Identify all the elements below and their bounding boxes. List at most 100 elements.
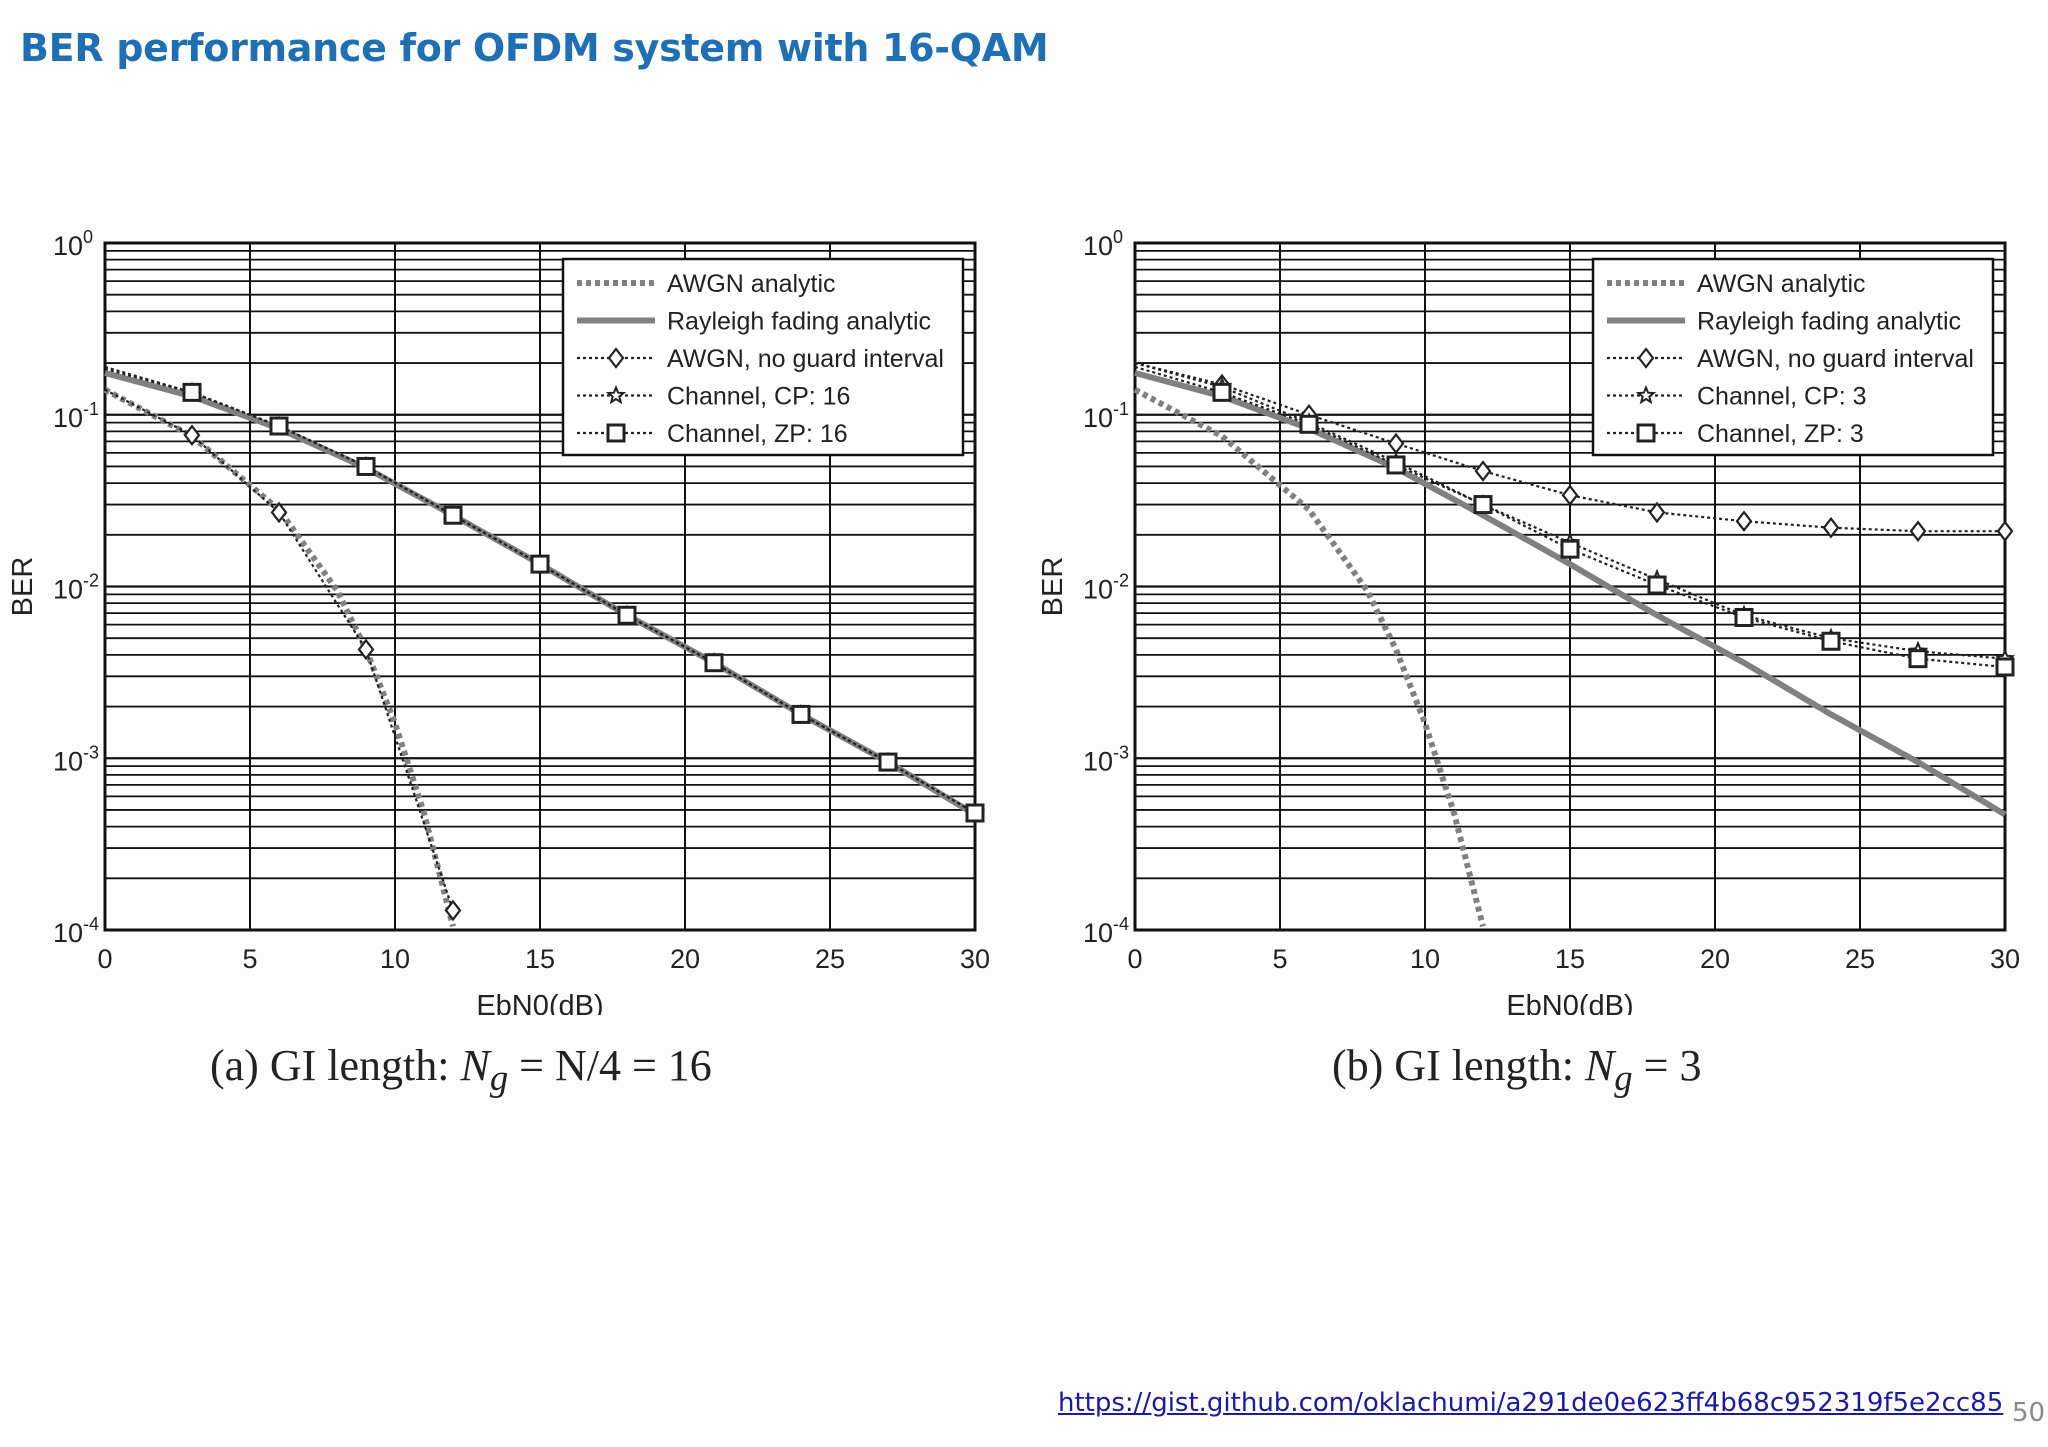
legend-label: Rayleigh fading analytic bbox=[1697, 308, 1961, 336]
series-5-point bbox=[269, 416, 289, 436]
y-tick-label: 10-3 bbox=[53, 742, 99, 776]
series-5-point bbox=[1473, 495, 1493, 515]
y-tick-exponent: 0 bbox=[1113, 227, 1123, 247]
y-tick-label: 10-1 bbox=[1083, 399, 1129, 433]
legend-marker bbox=[1636, 423, 1656, 443]
legend-marker bbox=[1635, 384, 1657, 405]
series-5-point bbox=[617, 605, 637, 625]
series-3-point bbox=[1909, 520, 1927, 542]
series-5-point bbox=[356, 456, 376, 476]
caption-b-subscript: g bbox=[1614, 1056, 1633, 1098]
legend-label: AWGN, no guard interval bbox=[667, 345, 944, 373]
y-tick-label: 10-2 bbox=[1083, 571, 1129, 605]
series-3-point bbox=[183, 424, 201, 447]
legend: AWGN analytic Rayleigh fading analytic AWG… bbox=[561, 257, 965, 457]
y-tick-exponent: -1 bbox=[1113, 399, 1129, 419]
y-axis-label: BER bbox=[7, 557, 39, 617]
legend-marker bbox=[606, 423, 626, 443]
caption-a-variable: N bbox=[460, 1041, 490, 1090]
series-3-point bbox=[1474, 460, 1492, 482]
y-tick-base: 10 bbox=[53, 575, 83, 605]
series-5-point bbox=[1560, 539, 1580, 559]
series-5-point bbox=[443, 505, 463, 525]
y-tick-exponent: -3 bbox=[83, 742, 99, 762]
x-axis-label: EbN0(dB) bbox=[1506, 990, 1633, 1015]
series-5-point bbox=[965, 803, 985, 823]
series-5-point bbox=[182, 382, 202, 402]
y-tick-base: 10 bbox=[1083, 231, 1113, 261]
y-tick-exponent: -2 bbox=[83, 571, 99, 591]
series-3-line bbox=[104, 388, 455, 911]
x-tick-label: 30 bbox=[960, 944, 990, 974]
x-tick-label: 0 bbox=[97, 944, 112, 974]
series-3-point bbox=[1996, 520, 2014, 542]
series-5-point bbox=[1299, 414, 1319, 434]
series-5-point bbox=[1995, 657, 2015, 677]
y-tick-exponent: -3 bbox=[1113, 742, 1129, 762]
series-5-point bbox=[1212, 382, 1232, 402]
series-5-point bbox=[1647, 575, 1667, 595]
ber-chart-b: 0 5 10 15 20 25 3010010-110-210-310-4EbN0(dB)B… bbox=[1037, 227, 2020, 1015]
series-5-point bbox=[791, 704, 811, 724]
y-tick-label: 10-3 bbox=[1083, 742, 1129, 776]
series-1-line bbox=[1133, 387, 1486, 928]
legend-marker bbox=[605, 384, 627, 405]
series-5-point bbox=[1821, 631, 1841, 651]
x-tick-label: 25 bbox=[815, 944, 845, 974]
series-5-point bbox=[530, 554, 550, 574]
page-number: 50 bbox=[2012, 1398, 2046, 1428]
source-link[interactable]: https://gist.github.com/oklachumi/a291de… bbox=[1058, 1388, 2004, 1418]
series-5-line bbox=[1134, 365, 2006, 669]
y-tick-exponent: -1 bbox=[83, 399, 99, 419]
caption-b-suffix: = 3 bbox=[1632, 1041, 1702, 1090]
series-5-line bbox=[104, 365, 976, 814]
series-group bbox=[1133, 361, 2016, 928]
y-tick-base: 10 bbox=[1083, 575, 1113, 605]
y-tick-exponent: 0 bbox=[83, 227, 93, 247]
legend-box bbox=[561, 257, 965, 457]
legend-label: Channel, ZP: 16 bbox=[667, 420, 848, 448]
series-3-line bbox=[1134, 361, 2005, 533]
series-group bbox=[103, 365, 986, 928]
series-3-point bbox=[1648, 501, 1666, 524]
caption-b: (b) GI length: Ng = 3 bbox=[1332, 1040, 1701, 1099]
caption-a-suffix: = N/4 = 16 bbox=[508, 1041, 712, 1090]
y-tick-label: 10-2 bbox=[53, 571, 99, 605]
x-tick-label: 20 bbox=[670, 944, 700, 974]
legend-label: AWGN, no guard interval bbox=[1697, 345, 1974, 373]
plot-frame bbox=[103, 241, 977, 932]
series-3-point bbox=[1735, 510, 1753, 532]
y-tick-base: 10 bbox=[53, 746, 83, 776]
legend: AWGN analytic Rayleigh fading analytic AWG… bbox=[1591, 257, 1995, 457]
legend-box bbox=[1591, 257, 1995, 457]
caption-a-prefix: (a) GI length: bbox=[210, 1041, 461, 1090]
x-tick-label: 25 bbox=[1845, 944, 1875, 974]
y-tick-exponent: -4 bbox=[1113, 914, 1129, 934]
series-5-point bbox=[878, 752, 898, 772]
y-tick-label: 100 bbox=[1083, 227, 1123, 261]
legend-label: Channel, CP: 3 bbox=[1697, 383, 1867, 411]
grid bbox=[1134, 243, 2006, 932]
series-3-point bbox=[444, 899, 462, 922]
legend-label: Channel, ZP: 3 bbox=[1697, 420, 1864, 448]
series-3-point bbox=[1822, 516, 1840, 539]
series-3-point bbox=[357, 638, 375, 661]
y-tick-label: 10-4 bbox=[53, 914, 99, 948]
x-tick-label: 20 bbox=[1700, 944, 1730, 974]
x-tick-label: 15 bbox=[1555, 944, 1585, 974]
series-4-line bbox=[1134, 361, 2006, 660]
y-tick-label: 10-1 bbox=[53, 399, 99, 433]
x-axis-label: EbN0(dB) bbox=[476, 990, 603, 1015]
series-5-point bbox=[1386, 455, 1406, 475]
x-tick-label: 10 bbox=[1410, 944, 1440, 974]
legend-label: AWGN analytic bbox=[1697, 270, 1866, 298]
x-tick-label: 10 bbox=[380, 944, 410, 974]
series-3-point bbox=[1561, 484, 1579, 507]
caption-a: (a) GI length: Ng = N/4 = 16 bbox=[210, 1040, 712, 1099]
x-tick-label: 5 bbox=[1272, 944, 1287, 974]
y-tick-label: 100 bbox=[53, 227, 93, 261]
slide-title: BER performance for OFDM system with 16-… bbox=[20, 26, 1049, 70]
y-axis-label: BER bbox=[1037, 557, 1069, 617]
legend-label: Rayleigh fading analytic bbox=[667, 308, 931, 336]
